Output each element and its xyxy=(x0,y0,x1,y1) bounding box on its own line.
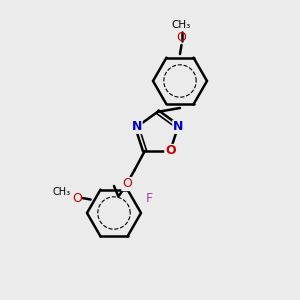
Text: N: N xyxy=(173,120,183,133)
Text: O: O xyxy=(122,178,132,190)
Text: O: O xyxy=(72,191,82,205)
Text: CH₃: CH₃ xyxy=(172,20,191,30)
Text: CH₃: CH₃ xyxy=(53,187,71,197)
Text: O: O xyxy=(165,145,175,158)
Text: O: O xyxy=(177,31,186,44)
Text: F: F xyxy=(146,191,153,205)
Text: N: N xyxy=(132,120,142,133)
